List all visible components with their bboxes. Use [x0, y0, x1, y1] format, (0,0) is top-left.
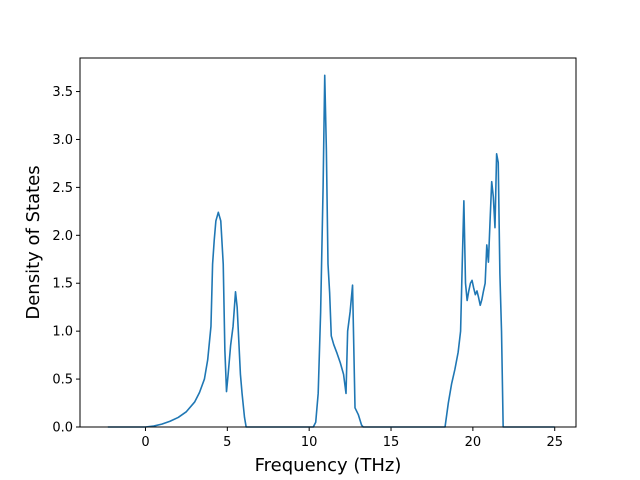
dos-series-line [107, 74, 555, 428]
y-tick-label: 2.5 [52, 181, 73, 196]
x-tick-label: 10 [301, 435, 318, 450]
plot-frame [79, 57, 577, 428]
ticks-layer: 0 5 10 15 20 25 0.0 0.5 1.0 1.5 2.0 2.5 3.0 3.5 [52, 85, 563, 450]
x-axis-label: Frequency (THz) [255, 455, 402, 476]
y-tick-label: 1.0 [52, 325, 73, 340]
x-tick-label: 25 [546, 435, 563, 450]
y-tick-label: 1.5 [52, 277, 73, 292]
x-tick-label: 20 [465, 435, 482, 450]
y-tick-label: 0.0 [52, 421, 73, 436]
y-tick-label: 3.0 [52, 133, 73, 148]
y-axis-label: Density of States [23, 165, 44, 319]
series-layer [107, 74, 555, 428]
y-tick-label: 3.5 [52, 85, 73, 100]
y-tick-label: 2.0 [52, 229, 73, 244]
x-tick-label: 0 [141, 435, 149, 450]
y-tick-label: 0.5 [52, 373, 73, 388]
x-tick-label: 5 [223, 435, 231, 450]
x-tick-label: 15 [383, 435, 400, 450]
